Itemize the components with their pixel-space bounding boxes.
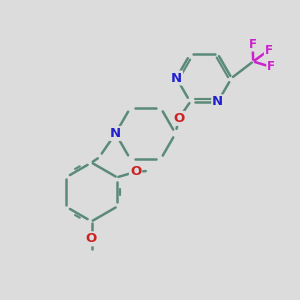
Text: N: N [212, 95, 224, 108]
Text: F: F [249, 38, 256, 51]
Text: N: N [110, 127, 121, 140]
Text: N: N [171, 71, 182, 85]
Text: O: O [86, 232, 97, 245]
Text: F: F [265, 44, 273, 57]
Text: O: O [130, 165, 141, 178]
Text: F: F [267, 60, 275, 74]
Text: O: O [173, 112, 184, 125]
